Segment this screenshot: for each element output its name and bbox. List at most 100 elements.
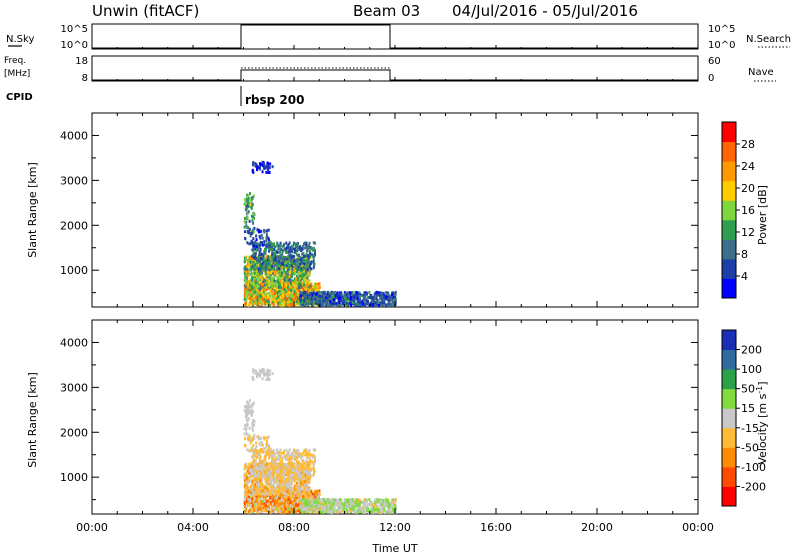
power-cell <box>250 206 253 210</box>
power-cell <box>310 288 313 292</box>
velocity-cell <box>247 489 250 493</box>
power-cell <box>279 247 282 251</box>
power-cell <box>282 278 285 282</box>
velocity-cell <box>285 473 288 477</box>
power-cell <box>266 261 269 265</box>
power-cell <box>264 267 267 271</box>
power-cell <box>287 270 290 274</box>
power-cell <box>368 296 371 300</box>
velocity-cell <box>267 477 270 481</box>
velocity-cell <box>281 505 284 509</box>
power-cell <box>303 262 306 266</box>
power-cell <box>383 301 386 305</box>
power-cell <box>262 256 265 260</box>
power-cell <box>284 257 287 261</box>
power-cell <box>266 302 269 306</box>
power-cell <box>273 286 276 290</box>
power-cell <box>261 236 264 240</box>
power-cell <box>369 303 372 307</box>
velocity-cell <box>277 508 280 512</box>
power-cell <box>256 165 259 169</box>
power-cell <box>317 294 320 298</box>
velocity-cell <box>277 492 280 496</box>
velocity-cell <box>307 490 310 494</box>
velocity-cell <box>266 482 269 486</box>
power-cell <box>265 238 268 242</box>
power-cell <box>302 267 305 271</box>
power-cell <box>355 303 358 307</box>
velocity-cell <box>266 509 269 513</box>
power-cell <box>280 296 283 300</box>
velocity-cell <box>280 503 283 507</box>
power-cell <box>273 247 276 251</box>
power-cell <box>257 289 260 293</box>
velocity-cell <box>256 463 259 467</box>
power-cell <box>358 301 361 305</box>
power-cell <box>385 291 388 295</box>
power-cell <box>273 295 276 299</box>
velocity-cell <box>244 489 247 493</box>
power-cell <box>295 298 298 302</box>
power-cell <box>266 273 269 277</box>
power-cell <box>251 273 254 277</box>
velocity-cell <box>300 484 303 488</box>
velocity-cell <box>279 482 282 486</box>
velocity-cell <box>276 506 279 510</box>
power-cell <box>253 247 256 251</box>
power-cell <box>282 261 285 265</box>
power-cell <box>309 252 312 256</box>
power-cell <box>251 217 254 221</box>
power-cell <box>273 291 276 295</box>
power-cell <box>267 169 270 173</box>
power-cell <box>345 293 348 297</box>
power-ylabel: Slant Range [km] <box>26 162 39 258</box>
power-cell <box>327 303 330 307</box>
power-cell <box>314 295 317 299</box>
power-cell <box>307 289 310 293</box>
power-cell <box>294 300 297 304</box>
power-cell <box>288 248 291 252</box>
velocity-cell <box>263 508 266 512</box>
power-cell <box>268 248 271 252</box>
power-cell <box>372 302 375 306</box>
power-cell <box>250 202 253 206</box>
power-cell <box>251 248 254 252</box>
power-cell <box>315 303 318 307</box>
velocity-cell <box>287 464 290 468</box>
power-cell <box>268 268 271 272</box>
power-cell <box>251 265 254 269</box>
power-cell <box>291 293 294 297</box>
power-cell <box>287 288 290 292</box>
power-cell <box>304 264 307 268</box>
velocity-cell <box>295 508 298 512</box>
power-cell <box>276 296 279 300</box>
velocity-cell <box>294 484 297 488</box>
date-range: 04/Jul/2016 - 05/Jul/2016 <box>452 2 638 20</box>
colorbar-tick-label: 12 <box>741 226 755 239</box>
power-cell <box>351 301 354 305</box>
velocity-cell <box>257 496 260 500</box>
power-cell <box>394 297 397 301</box>
velocity-cell <box>260 462 263 466</box>
power-cell <box>256 266 259 270</box>
power-cell <box>360 301 363 305</box>
velocity-cell <box>300 476 303 480</box>
velocity-cell <box>302 495 305 499</box>
power-cell <box>290 264 293 268</box>
power-cell <box>368 290 371 294</box>
power-cell <box>271 165 274 169</box>
power-cell <box>385 292 388 296</box>
power-cell <box>332 298 335 302</box>
velocity-cell <box>252 499 255 503</box>
power-cell <box>263 294 266 298</box>
power-cell <box>347 293 350 297</box>
power-cell <box>336 295 339 299</box>
power-cell <box>286 282 289 286</box>
power-cell <box>268 239 271 243</box>
power-cell <box>393 291 396 295</box>
power-cell <box>272 295 275 299</box>
velocity-cell <box>291 502 294 506</box>
power-cell <box>245 276 248 280</box>
velocity-cell <box>272 472 275 476</box>
power-cell <box>312 299 315 303</box>
